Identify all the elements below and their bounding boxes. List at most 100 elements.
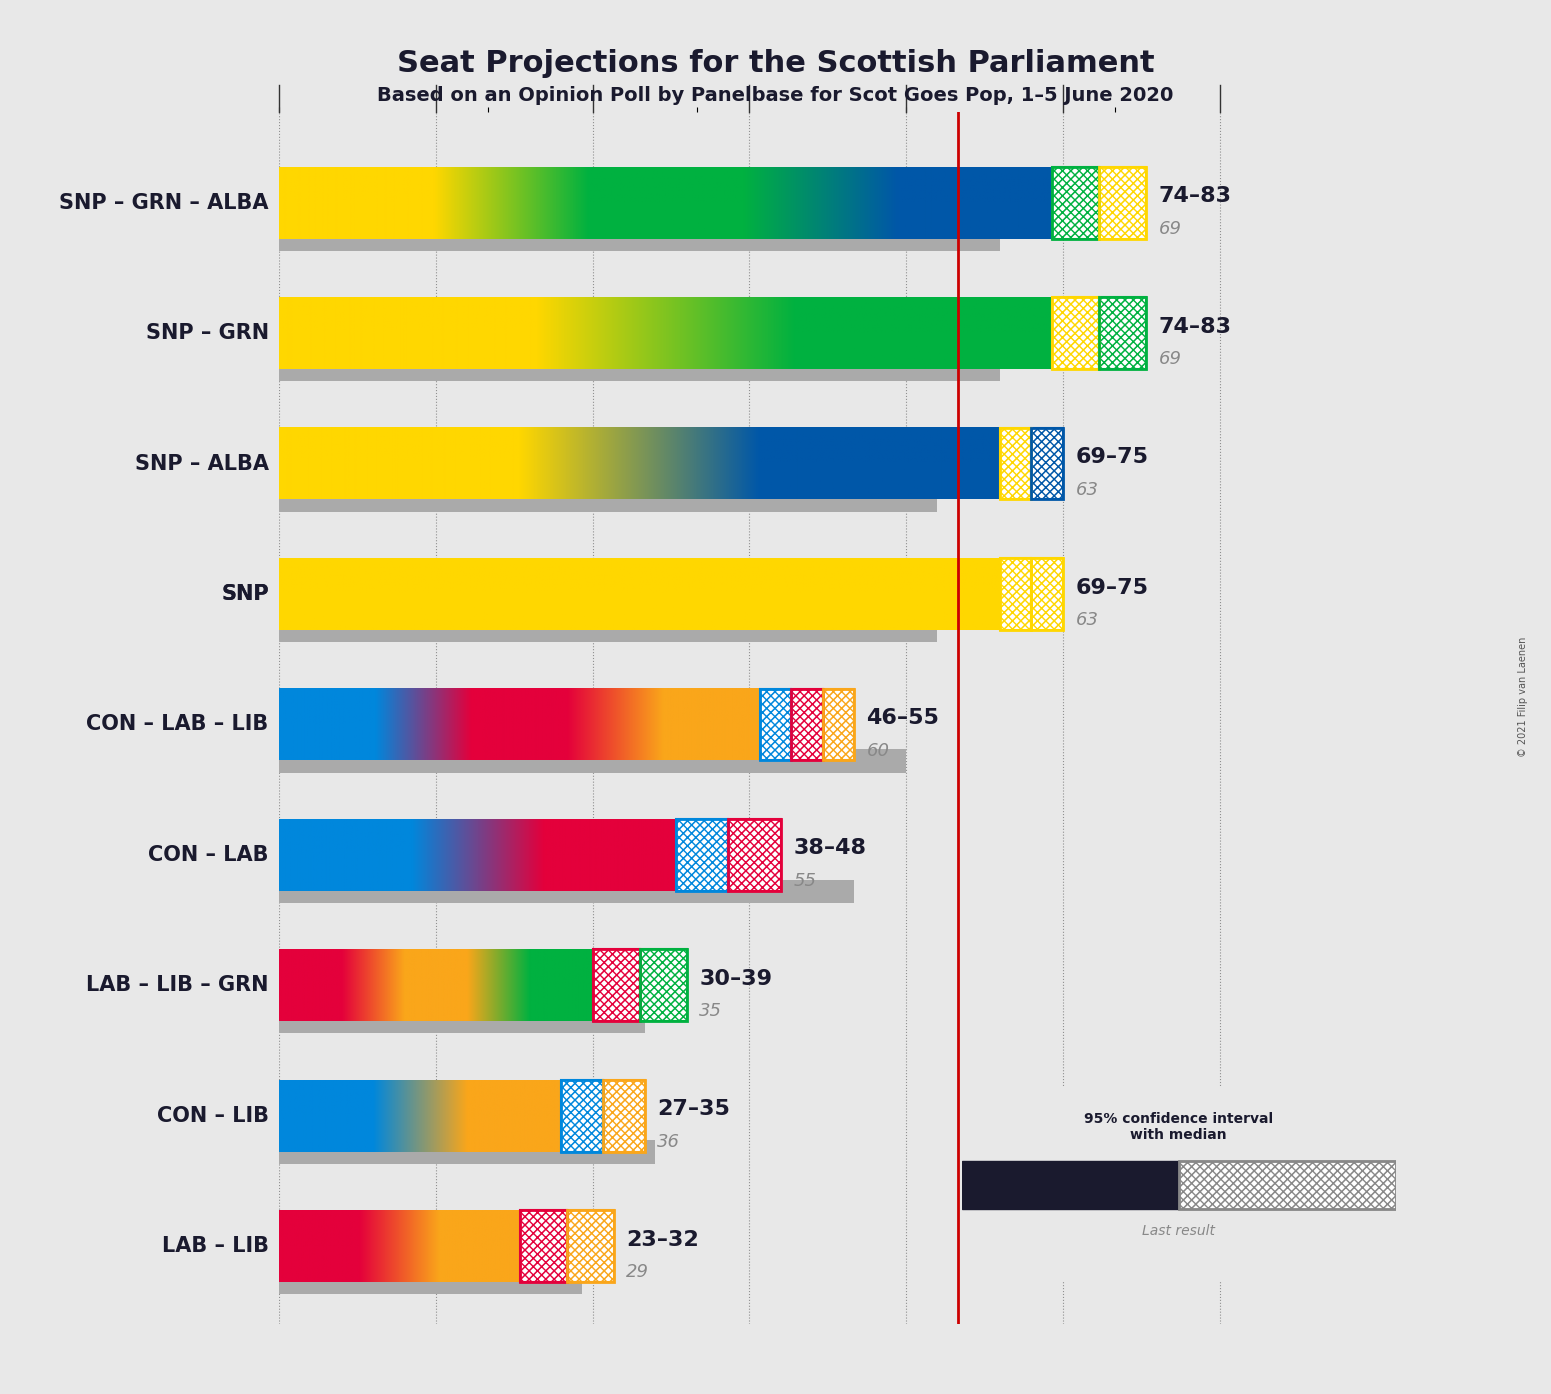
Bar xyxy=(760,689,791,760)
Text: 30–39: 30–39 xyxy=(700,969,772,988)
Bar xyxy=(729,818,780,891)
Bar xyxy=(603,1080,645,1151)
Text: 23–32: 23–32 xyxy=(627,1230,700,1249)
Bar xyxy=(1031,558,1062,630)
Text: CON – LAB: CON – LAB xyxy=(149,845,268,864)
Bar xyxy=(1000,428,1031,499)
Bar xyxy=(520,1210,566,1282)
Bar xyxy=(1031,428,1062,499)
Text: 46–55: 46–55 xyxy=(867,708,940,728)
Bar xyxy=(1053,297,1100,369)
Text: © 2021 Filip van Laenen: © 2021 Filip van Laenen xyxy=(1518,637,1528,757)
Bar xyxy=(1031,558,1062,630)
Bar xyxy=(566,1210,614,1282)
Bar xyxy=(592,949,639,1020)
Bar xyxy=(1000,558,1031,630)
Bar xyxy=(822,689,855,760)
Text: 36: 36 xyxy=(658,1133,681,1150)
Text: 27–35: 27–35 xyxy=(658,1098,731,1119)
Bar xyxy=(1100,167,1146,238)
Bar xyxy=(1179,1160,1396,1209)
Bar xyxy=(279,619,937,643)
Bar xyxy=(603,1080,645,1151)
Bar xyxy=(791,689,822,760)
Bar xyxy=(1031,428,1062,499)
Bar xyxy=(1053,167,1100,238)
Bar xyxy=(566,1210,614,1282)
Text: CON – LAB – LIB: CON – LAB – LIB xyxy=(87,715,268,735)
Bar xyxy=(279,358,1000,382)
Bar xyxy=(639,949,687,1020)
Bar xyxy=(520,1210,566,1282)
Bar xyxy=(279,749,906,772)
Text: 60: 60 xyxy=(867,742,889,760)
Text: 74–83: 74–83 xyxy=(1159,187,1231,206)
Text: 69: 69 xyxy=(1159,350,1182,368)
Text: 55: 55 xyxy=(793,871,816,889)
Bar xyxy=(1000,558,1031,630)
Bar xyxy=(639,949,687,1020)
Bar xyxy=(279,488,937,512)
Bar xyxy=(1100,167,1146,238)
Bar xyxy=(1000,558,1031,630)
Text: SNP – GRN – ALBA: SNP – GRN – ALBA xyxy=(59,192,268,213)
Text: 69–75: 69–75 xyxy=(1075,577,1148,598)
Text: SNP: SNP xyxy=(222,584,268,604)
Bar xyxy=(1000,428,1031,499)
Text: LAB – LIB: LAB – LIB xyxy=(161,1236,268,1256)
Bar xyxy=(729,818,780,891)
Text: 63: 63 xyxy=(1075,611,1098,629)
Bar xyxy=(279,880,855,903)
Bar xyxy=(760,689,791,760)
Bar xyxy=(1100,297,1146,369)
Text: Last result: Last result xyxy=(1142,1224,1216,1238)
Bar xyxy=(676,818,729,891)
Text: SNP – GRN: SNP – GRN xyxy=(146,323,268,343)
Bar xyxy=(1053,167,1100,238)
Bar xyxy=(1053,167,1100,238)
Bar xyxy=(279,1140,656,1164)
Bar xyxy=(1031,428,1062,499)
Bar xyxy=(1179,1160,1396,1209)
Text: 69–75: 69–75 xyxy=(1075,447,1148,467)
Bar xyxy=(279,1011,645,1033)
Bar xyxy=(676,818,729,891)
Text: 38–48: 38–48 xyxy=(793,838,867,859)
Bar xyxy=(561,1080,603,1151)
Text: SNP: SNP xyxy=(222,584,268,604)
Bar xyxy=(791,689,822,760)
Text: Based on an Opinion Poll by Panelbase for Scot Goes Pop, 1–5 June 2020: Based on an Opinion Poll by Panelbase fo… xyxy=(377,86,1174,106)
Bar xyxy=(520,1210,566,1282)
Bar xyxy=(791,689,822,760)
Bar xyxy=(822,689,855,760)
Bar xyxy=(566,1210,614,1282)
Bar xyxy=(561,1080,603,1151)
Bar xyxy=(561,1080,603,1151)
Text: 95% confidence interval
with median: 95% confidence interval with median xyxy=(1084,1111,1273,1142)
Bar xyxy=(1100,167,1146,238)
Bar xyxy=(603,1080,645,1151)
Bar xyxy=(760,689,791,760)
Bar xyxy=(822,689,855,760)
Text: LAB – LIB – GRN: LAB – LIB – GRN xyxy=(87,976,268,995)
Bar xyxy=(1179,1160,1396,1209)
Bar xyxy=(639,949,687,1020)
Text: 35: 35 xyxy=(700,1002,723,1020)
Text: 74–83: 74–83 xyxy=(1159,316,1231,337)
Text: 29: 29 xyxy=(627,1263,648,1281)
Bar xyxy=(1031,558,1062,630)
Bar xyxy=(962,1160,1179,1209)
Text: CON – LIB: CON – LIB xyxy=(157,1105,268,1125)
Text: Seat Projections for the Scottish Parliament: Seat Projections for the Scottish Parlia… xyxy=(397,49,1154,78)
Bar xyxy=(729,818,780,891)
Bar xyxy=(1100,297,1146,369)
Bar xyxy=(592,949,639,1020)
Text: 63: 63 xyxy=(1075,481,1098,499)
Bar xyxy=(279,227,1000,251)
Text: SNP – ALBA: SNP – ALBA xyxy=(135,453,268,474)
Bar xyxy=(1053,297,1100,369)
Bar xyxy=(1000,428,1031,499)
Bar xyxy=(676,818,729,891)
Bar xyxy=(1100,297,1146,369)
Bar xyxy=(592,949,639,1020)
